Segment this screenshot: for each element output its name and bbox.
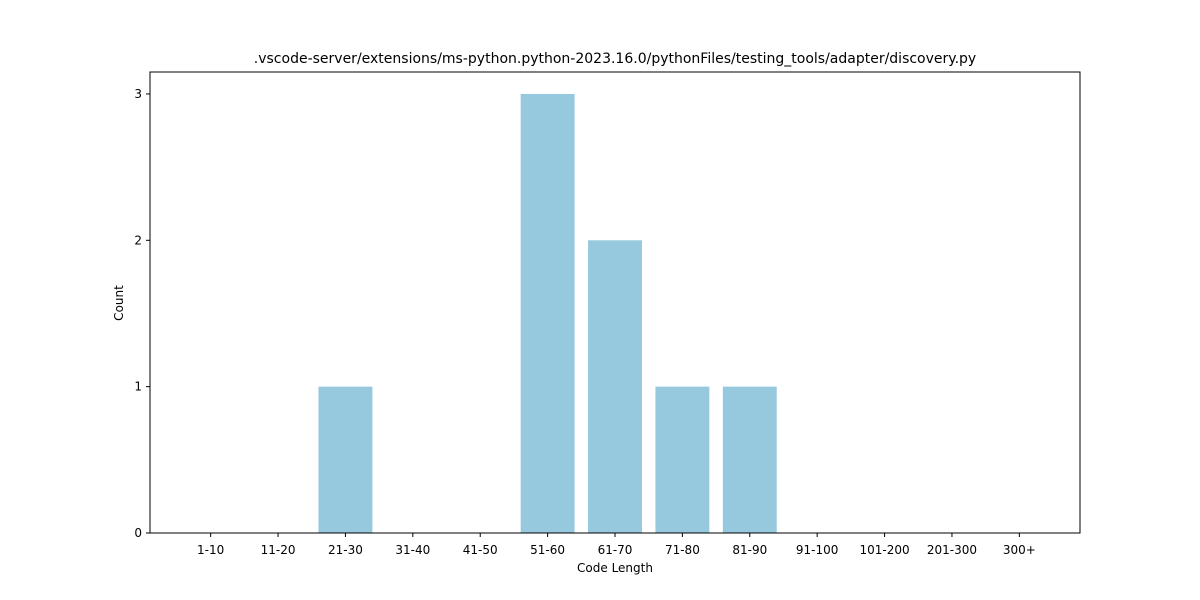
y-axis: 0 1 2 3 [134,87,150,540]
x-tick-label: 51-60 [530,543,565,557]
y-axis-label: Count [112,285,126,321]
x-axis: 1-10 11-20 21-30 31-40 41-50 51-60 61-70 71-80 8… [197,533,1036,557]
x-tick-label: 81-90 [732,543,767,557]
y-tick-label: 3 [134,87,142,101]
x-tick-label: 71-80 [665,543,700,557]
x-tick-label: 1-10 [197,543,224,557]
x-tick-label: 91-100 [796,543,839,557]
x-tick-label: 201-300 [927,543,977,557]
bar-61-70 [588,240,642,534]
x-tick-label: 300+ [1003,543,1036,557]
bars-group [318,93,777,534]
bar-21-30 [318,386,373,533]
x-tick-label: 31-40 [395,543,430,557]
x-tick-label: 41-50 [463,543,498,557]
bar-71-80 [655,386,710,533]
y-tick-label: 1 [134,380,142,394]
bar-81-90 [722,386,777,533]
y-tick-label: 2 [134,233,142,247]
x-tick-label: 11-20 [261,543,296,557]
x-tick-label: 61-70 [598,543,633,557]
x-axis-label: Code Length [577,561,653,575]
bar-51-60 [520,93,575,533]
chart-title: .vscode-server/extensions/ms-python.pyth… [254,51,976,67]
y-tick-label: 0 [134,526,142,540]
x-tick-label: 101-200 [859,543,909,557]
x-tick-label: 21-30 [328,543,363,557]
